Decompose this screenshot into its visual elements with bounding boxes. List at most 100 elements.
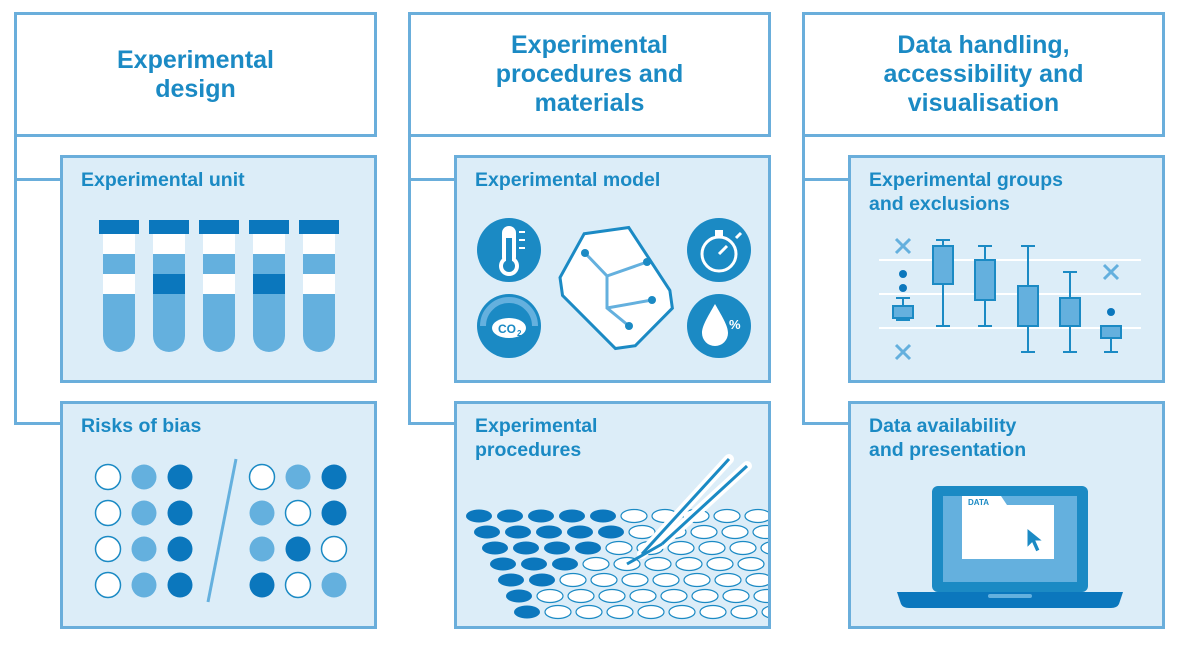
well [721, 524, 749, 540]
well [629, 588, 657, 604]
well [575, 604, 603, 620]
connector-line [14, 422, 62, 425]
bias-dot [249, 572, 275, 598]
humidity-icon: % [687, 294, 751, 358]
bias-dot [94, 571, 122, 599]
well [730, 604, 758, 620]
well [714, 572, 742, 588]
panel-title: Risks of bias [81, 415, 202, 437]
excluded-point-icon [894, 237, 912, 255]
bias-dot [94, 463, 122, 491]
well [505, 525, 531, 539]
well [668, 604, 696, 620]
outlier-dot [1107, 308, 1115, 316]
well [745, 572, 768, 588]
well [729, 540, 757, 556]
well [706, 556, 734, 572]
percent-label: % [729, 317, 741, 332]
well [474, 525, 500, 539]
panel-experimental-unit: Experimental unit [60, 155, 377, 383]
bias-dot [167, 572, 193, 598]
panel-data-availability: Data availability and presentation DATA [848, 401, 1165, 629]
well [737, 556, 765, 572]
box-plot-group [974, 245, 996, 327]
excluded-point-icon [1102, 263, 1120, 281]
well [761, 605, 768, 619]
header-title: Experimental procedures and materials [495, 31, 684, 117]
lab-conditions-icon: CO 2 [477, 218, 751, 358]
well [628, 524, 656, 540]
bias-dot [131, 536, 157, 562]
well [752, 524, 768, 540]
header-experimental-design: Experimental design [14, 12, 377, 137]
well [699, 604, 727, 620]
connector-line [408, 422, 456, 425]
pipette-icon [626, 454, 752, 566]
stopwatch-icon [687, 218, 751, 282]
well [769, 558, 771, 571]
dot-grid-icon [94, 458, 348, 603]
panel-experimental-procedures: Experimental procedures [454, 401, 771, 629]
well [590, 572, 618, 588]
panel-title: Data availability and presentation [869, 415, 1027, 461]
well [514, 605, 540, 619]
bias-dot [321, 464, 347, 490]
panel-title: Experimental unit [81, 169, 245, 191]
bias-dot [284, 499, 312, 527]
well [605, 540, 633, 556]
well [753, 588, 768, 604]
well [559, 572, 587, 588]
box-plot-icon [879, 237, 1141, 361]
well [559, 509, 585, 523]
bias-dot [320, 535, 348, 563]
well [698, 540, 726, 556]
well [690, 524, 718, 540]
bias-dot [167, 500, 193, 526]
well [652, 572, 680, 588]
connector-line [802, 422, 850, 425]
bias-dot [94, 499, 122, 527]
header-title: Data handling, accessibility and visuali… [883, 31, 1084, 117]
well [544, 604, 572, 620]
well [575, 541, 601, 555]
well [582, 556, 610, 572]
well [598, 588, 626, 604]
panel-experimental-groups: Experimental groups and exclusions [848, 155, 1165, 383]
well [529, 573, 555, 587]
excluded-point-icon [894, 343, 912, 361]
test-tube [99, 220, 139, 352]
test-tube [249, 220, 289, 352]
bias-dot [249, 500, 275, 526]
connector-line [802, 178, 850, 181]
well [675, 556, 703, 572]
folder-label: DATA [968, 498, 989, 507]
bias-dot [131, 572, 157, 598]
well [713, 508, 741, 524]
box-plot-group [1017, 245, 1039, 353]
well [528, 509, 554, 523]
outlier-dot [899, 270, 907, 278]
bias-dot [248, 463, 276, 491]
laptop-data-icon: DATA [897, 486, 1123, 608]
well [482, 541, 508, 555]
well [722, 588, 750, 604]
well [667, 540, 695, 556]
well [466, 509, 492, 523]
well [498, 573, 524, 587]
well [744, 508, 768, 524]
microfluidic-chip-icon [558, 225, 674, 351]
panel-title: Experimental model [475, 169, 661, 191]
co2-subscript: 2 [517, 329, 522, 338]
test-tube [149, 220, 189, 352]
well [544, 541, 570, 555]
box-plot-group [892, 237, 914, 361]
header-data-handling: Data handling, accessibility and visuali… [802, 12, 1165, 137]
panel-title: Experimental procedures [475, 415, 598, 461]
box-plot-group [1059, 271, 1081, 353]
thermometer-icon [477, 218, 541, 282]
box-plot-group [932, 239, 954, 327]
well-plate-pipette-icon [466, 454, 771, 620]
test-tubes-icon [99, 220, 339, 352]
connector-line [408, 134, 411, 424]
well [691, 588, 719, 604]
